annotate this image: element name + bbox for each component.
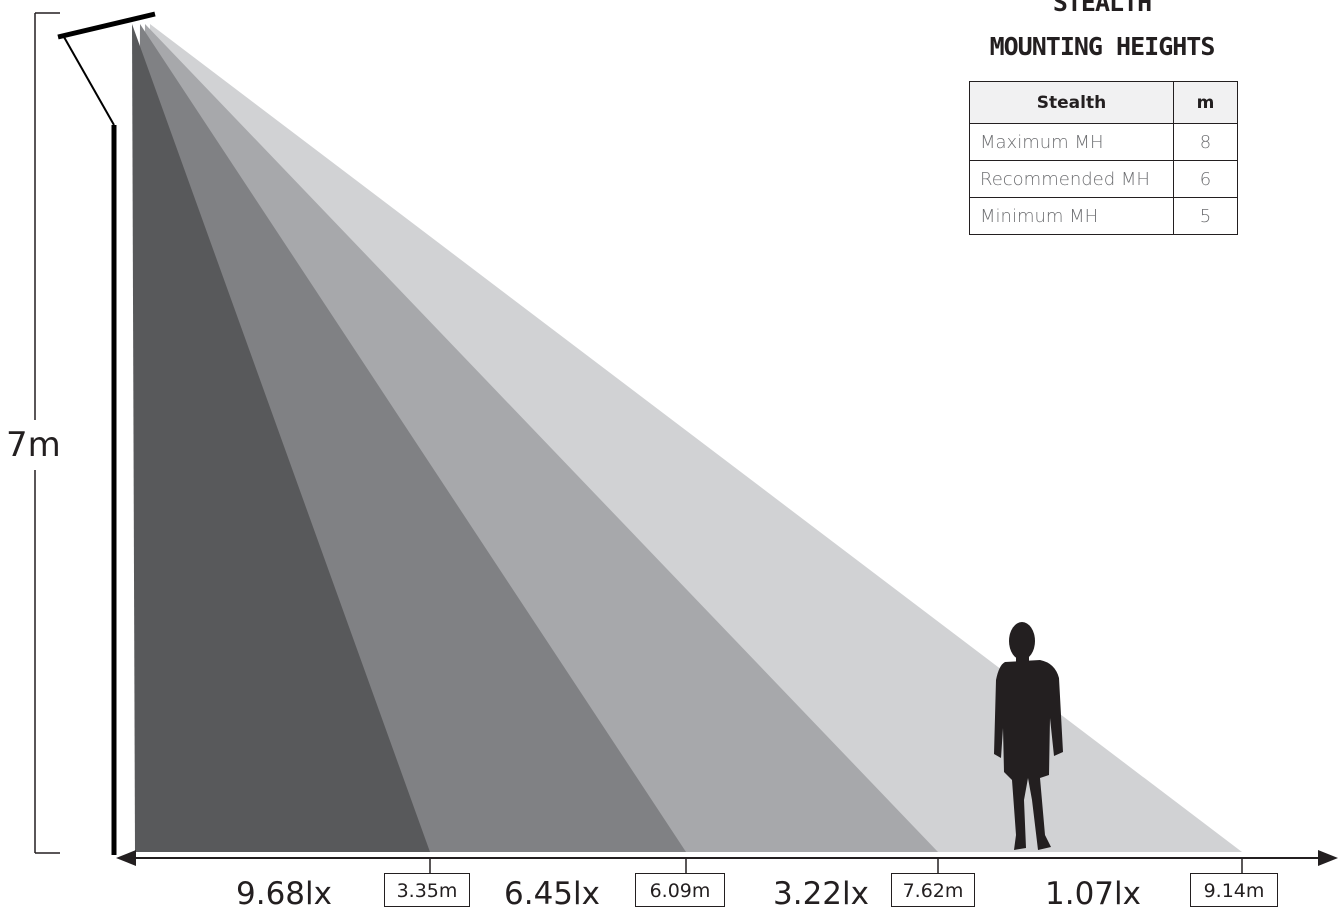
lux-label-1: 9.68lx xyxy=(236,876,332,912)
light-fixture-icon xyxy=(57,11,156,855)
header-m: m xyxy=(1173,81,1238,124)
pole-arm xyxy=(63,36,115,126)
row-label: Minimum MH xyxy=(969,197,1174,235)
lux-label-2: 6.45lx xyxy=(504,876,600,912)
table-row: Recommended MH 6 xyxy=(969,160,1238,198)
fixture-head xyxy=(57,11,156,40)
row-label: Recommended MH xyxy=(969,160,1174,198)
distance-label-1: 3.35m xyxy=(384,873,470,907)
title-line-2: MOUNTING HEIGHTS xyxy=(989,32,1216,61)
row-value: 5 xyxy=(1173,197,1238,235)
lux-label-3: 3.22lx xyxy=(773,876,869,912)
double-arrow-icon-left xyxy=(116,850,136,866)
mounting-heights-table: Stealth m Maximum MH 8 Recommended MH 6 … xyxy=(969,81,1238,235)
table-row: Maximum MH 8 xyxy=(969,123,1238,161)
table-row: Minimum MH 5 xyxy=(969,197,1238,235)
header-stealth: Stealth xyxy=(969,81,1174,124)
light-zone-1 xyxy=(132,24,430,852)
lux-label-4: 1.07lx xyxy=(1045,876,1141,912)
row-label: Maximum MH xyxy=(969,123,1174,161)
row-value: 6 xyxy=(1173,160,1238,198)
table-header-row: Stealth m xyxy=(969,81,1238,124)
ground-axis xyxy=(116,850,1338,873)
row-value: 8 xyxy=(1173,123,1238,161)
distance-label-4: 9.14m xyxy=(1190,873,1278,907)
distance-label-2: 6.09m xyxy=(635,873,725,907)
height-label: 7m xyxy=(6,420,66,470)
distance-label-3: 7.62m xyxy=(891,873,975,907)
double-arrow-icon-right xyxy=(1318,850,1338,866)
person-silhouette-icon xyxy=(994,622,1063,850)
title-line-1: STEALTH xyxy=(1052,0,1152,17)
